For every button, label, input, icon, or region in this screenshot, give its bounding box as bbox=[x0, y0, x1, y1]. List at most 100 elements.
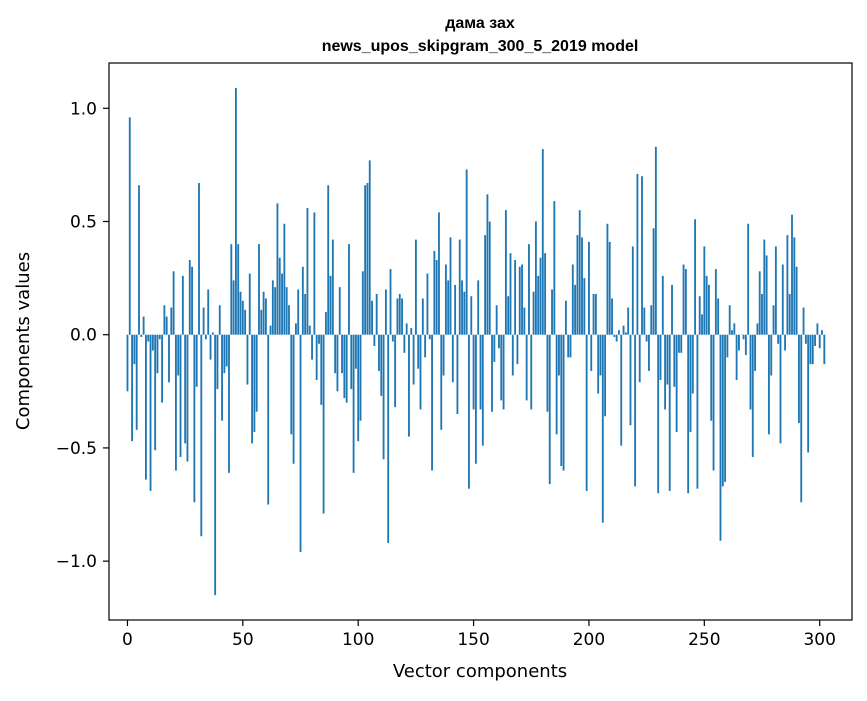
bar-154 bbox=[482, 335, 484, 446]
bar-212 bbox=[616, 335, 618, 342]
bar-214 bbox=[620, 335, 622, 446]
bar-60 bbox=[265, 298, 267, 334]
y-tick-label: 0.0 bbox=[70, 326, 97, 346]
bar-6 bbox=[140, 335, 142, 337]
bar-279 bbox=[770, 335, 772, 376]
bar-140 bbox=[450, 237, 452, 334]
bar-92 bbox=[339, 287, 341, 335]
bar-149 bbox=[470, 296, 472, 334]
bar-171 bbox=[521, 265, 523, 335]
x-axis-label: Vector components bbox=[393, 661, 567, 682]
bar-301 bbox=[821, 330, 823, 335]
bar-236 bbox=[671, 285, 673, 335]
bar-133 bbox=[433, 251, 435, 335]
bar-9 bbox=[147, 335, 149, 342]
bar-285 bbox=[784, 335, 786, 351]
bar-164 bbox=[505, 210, 507, 335]
bars-group bbox=[127, 88, 826, 595]
bar-187 bbox=[558, 335, 560, 376]
bar-230 bbox=[657, 335, 659, 494]
bar-11 bbox=[152, 335, 154, 351]
bar-125 bbox=[415, 240, 417, 335]
bar-275 bbox=[761, 294, 763, 335]
bar-70 bbox=[288, 305, 290, 334]
bar-206 bbox=[602, 335, 604, 523]
bar-58 bbox=[260, 310, 262, 335]
bar-82 bbox=[316, 335, 318, 380]
bar-118 bbox=[399, 294, 401, 335]
bar-64 bbox=[274, 287, 276, 335]
bar-39 bbox=[217, 335, 219, 389]
bar-74 bbox=[297, 289, 299, 334]
bar-130 bbox=[427, 274, 429, 335]
bar-19 bbox=[170, 308, 172, 335]
bar-103 bbox=[364, 185, 366, 334]
bar-8 bbox=[145, 335, 147, 480]
bar-90 bbox=[334, 335, 336, 373]
bar-226 bbox=[648, 335, 650, 371]
x-tick-label: 200 bbox=[573, 630, 605, 650]
bar-167 bbox=[512, 335, 514, 376]
bar-126 bbox=[417, 335, 419, 369]
bar-299 bbox=[816, 323, 818, 334]
bar-115 bbox=[392, 335, 394, 342]
bar-67 bbox=[281, 274, 283, 335]
bar-18 bbox=[168, 335, 170, 383]
bar-13 bbox=[157, 335, 159, 373]
bar-203 bbox=[595, 294, 597, 335]
bar-135 bbox=[438, 212, 440, 334]
bar-282 bbox=[777, 335, 779, 344]
bar-163 bbox=[503, 335, 505, 410]
bar-28 bbox=[191, 267, 193, 335]
bar-199 bbox=[586, 335, 588, 491]
bar-208 bbox=[606, 224, 608, 335]
bar-119 bbox=[401, 298, 403, 334]
bar-80 bbox=[311, 335, 313, 360]
bar-270 bbox=[750, 335, 752, 410]
bar-273 bbox=[756, 323, 758, 334]
x-tick-label: 100 bbox=[342, 630, 374, 650]
bar-302 bbox=[823, 335, 825, 364]
bar-51 bbox=[244, 310, 246, 335]
bar-276 bbox=[763, 240, 765, 335]
bar-283 bbox=[780, 335, 782, 444]
bar-17 bbox=[166, 317, 168, 335]
bar-69 bbox=[286, 287, 288, 335]
bar-280 bbox=[773, 305, 775, 334]
bar-278 bbox=[768, 335, 770, 435]
bar-77 bbox=[304, 294, 306, 335]
bar-267 bbox=[743, 335, 745, 340]
bar-223 bbox=[641, 176, 643, 335]
bar-132 bbox=[431, 335, 433, 471]
bar-294 bbox=[805, 335, 807, 344]
bar-220 bbox=[634, 335, 636, 487]
bar-36 bbox=[210, 335, 212, 360]
bar-287 bbox=[789, 294, 791, 335]
bar-251 bbox=[706, 276, 708, 335]
bar-44 bbox=[228, 335, 230, 473]
bar-291 bbox=[798, 335, 800, 423]
bar-246 bbox=[694, 219, 696, 334]
bar-190 bbox=[565, 301, 567, 335]
bar-243 bbox=[687, 335, 689, 494]
bar-253 bbox=[710, 335, 712, 421]
bar-46 bbox=[233, 280, 235, 334]
y-axis-label: Components values bbox=[13, 252, 34, 430]
bar-161 bbox=[498, 335, 500, 349]
bar-65 bbox=[277, 203, 279, 334]
bar-22 bbox=[177, 335, 179, 376]
x-tick-label: 250 bbox=[688, 630, 720, 650]
bar-259 bbox=[724, 335, 726, 482]
bar-86 bbox=[325, 312, 327, 335]
bar-269 bbox=[747, 224, 749, 335]
bar-221 bbox=[636, 174, 638, 335]
bar-300 bbox=[819, 335, 821, 349]
bar-249 bbox=[701, 314, 703, 334]
bar-173 bbox=[526, 335, 528, 401]
bar-254 bbox=[713, 335, 715, 471]
bar-183 bbox=[549, 335, 551, 484]
bar-263 bbox=[733, 323, 735, 334]
bar-31 bbox=[198, 183, 200, 335]
bar-150 bbox=[473, 335, 475, 410]
